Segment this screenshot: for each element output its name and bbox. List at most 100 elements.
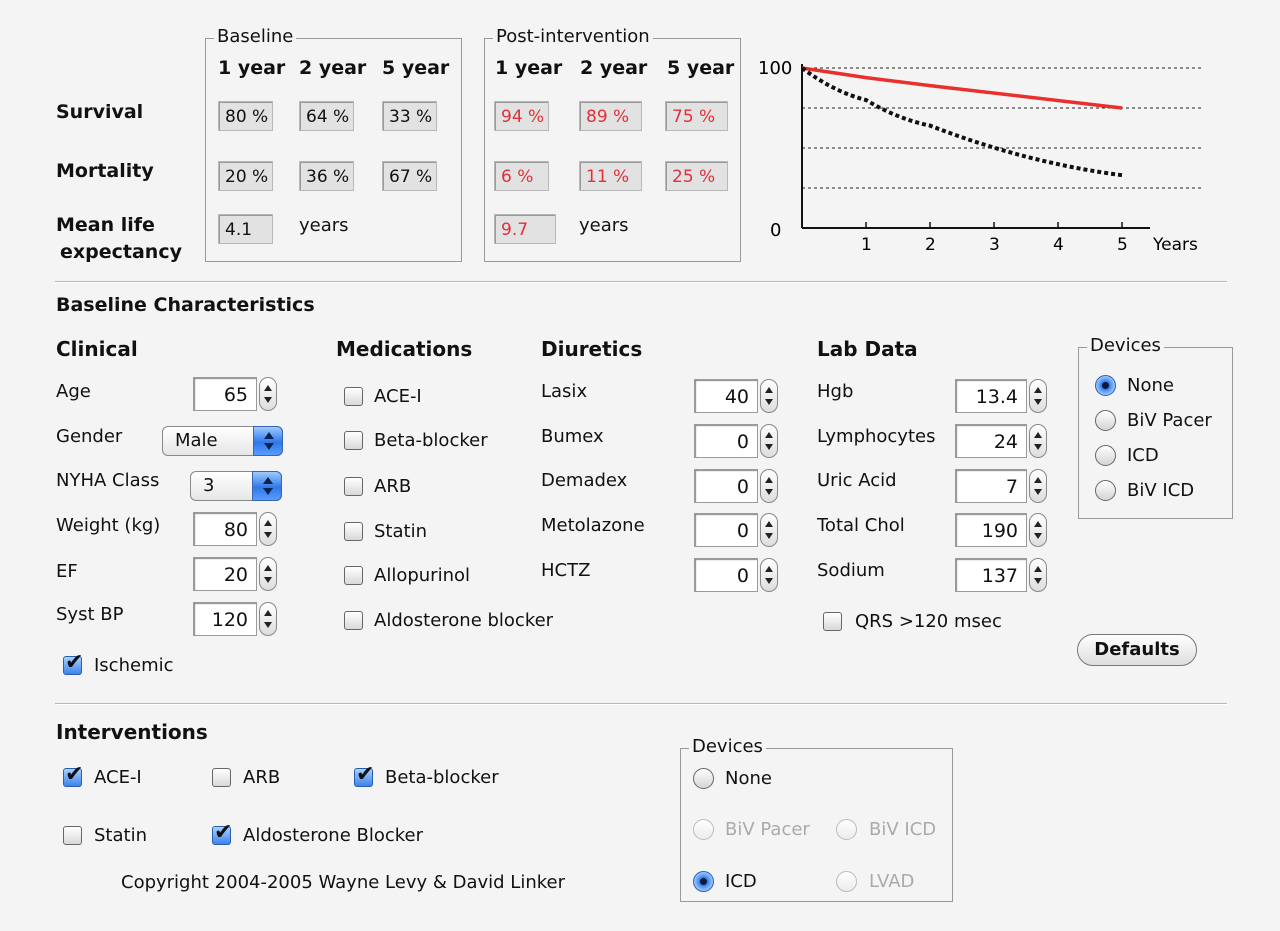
devices-baseline-legend: Devices — [1087, 335, 1164, 356]
int-aldosterone-checkbox[interactable] — [212, 820, 232, 845]
med-beta-blocker-checkbox[interactable] — [344, 431, 363, 450]
hctz-stepper[interactable]: 0 — [694, 558, 780, 592]
hctz-label: HCTZ — [541, 560, 591, 581]
uric-acid-stepper[interactable]: 7 — [955, 469, 1049, 503]
metolazone-stepper[interactable]: 0 — [694, 513, 780, 547]
device-none-label: None — [1127, 375, 1174, 396]
interventions-heading: Interventions — [56, 720, 208, 744]
post-mortality-1: 6 % — [494, 161, 549, 191]
defaults-button[interactable]: Defaults — [1077, 634, 1197, 666]
device-biv-pacer-radio[interactable] — [1095, 410, 1116, 431]
sodium-label: Sodium — [817, 560, 885, 581]
demadex-stepper-arrows[interactable] — [760, 469, 778, 503]
ef-stepper-arrows[interactable] — [259, 557, 277, 591]
int-ace-i-checkbox[interactable] — [63, 762, 83, 787]
baseline-characteristics-heading: Baseline Characteristics — [56, 294, 315, 316]
survival-chart: 100 0 1 2 3 4 5 Years — [758, 58, 1202, 255]
x-tick-label-5: 5 — [1117, 235, 1128, 255]
baseline-legend: Baseline — [214, 26, 297, 47]
sodium-stepper[interactable]: 137 — [955, 558, 1049, 592]
int-device-biv-icd-radio[interactable] — [836, 819, 857, 840]
lymphocytes-value[interactable]: 24 — [955, 424, 1027, 458]
qrs-checkbox[interactable] — [823, 612, 842, 631]
post-mortality-5: 25 % — [665, 161, 728, 191]
lasix-stepper-arrows[interactable] — [760, 379, 778, 413]
bumex-stepper-arrows[interactable] — [760, 424, 778, 458]
total-chol-stepper[interactable]: 190 — [955, 513, 1049, 547]
weight-stepper-arrows[interactable] — [259, 512, 277, 546]
baseline-year-1: 1 year — [218, 57, 286, 79]
nyha-label: NYHA Class — [56, 470, 160, 491]
baseline-survival-5: 33 % — [382, 101, 437, 131]
age-value[interactable]: 65 — [193, 377, 257, 411]
gender-select[interactable]: Male — [162, 426, 283, 456]
ef-label: EF — [56, 561, 78, 582]
med-allopurinol-checkbox[interactable] — [344, 566, 363, 585]
sbp-stepper[interactable]: 120 — [193, 602, 279, 636]
nyha-select[interactable]: 3 — [190, 471, 282, 501]
ef-value[interactable]: 20 — [193, 557, 257, 591]
int-beta-blocker-label: Beta-blocker — [385, 767, 499, 788]
hctz-stepper-arrows[interactable] — [760, 558, 778, 592]
age-stepper[interactable]: 65 — [193, 377, 279, 411]
int-ace-i-label: ACE-I — [94, 767, 142, 788]
gender-select-value: Male — [175, 430, 218, 451]
baseline-year-5: 5 year — [382, 57, 450, 79]
med-ace-i-checkbox[interactable] — [344, 387, 363, 406]
int-arb-checkbox[interactable] — [212, 768, 231, 787]
lasix-value[interactable]: 40 — [694, 379, 758, 413]
med-arb-checkbox[interactable] — [344, 477, 363, 496]
int-device-none-radio[interactable] — [693, 768, 714, 789]
hctz-value[interactable]: 0 — [694, 558, 758, 592]
total-chol-value[interactable]: 190 — [955, 513, 1027, 547]
lasix-stepper[interactable]: 40 — [694, 379, 780, 413]
devices-intervention-legend: Devices — [689, 736, 766, 757]
age-stepper-arrows[interactable] — [259, 377, 277, 411]
gender-select-arrows[interactable] — [253, 426, 283, 456]
lymphocytes-label: Lymphocytes — [817, 426, 936, 447]
total-chol-stepper-arrows[interactable] — [1029, 513, 1047, 547]
post-survival-5: 75 % — [665, 101, 728, 131]
weight-stepper[interactable]: 80 — [193, 512, 279, 546]
device-none-radio[interactable] — [1095, 375, 1116, 396]
med-statin-checkbox[interactable] — [344, 522, 363, 541]
bumex-value[interactable]: 0 — [694, 424, 758, 458]
ischemic-checkbox[interactable] — [63, 650, 83, 675]
sbp-label: Syst BP — [56, 604, 124, 625]
int-statin-checkbox[interactable] — [63, 826, 82, 845]
sodium-stepper-arrows[interactable] — [1029, 558, 1047, 592]
weight-value[interactable]: 80 — [193, 512, 257, 546]
device-biv-icd-radio[interactable] — [1095, 480, 1116, 501]
baseline-mortality-1: 20 % — [218, 161, 273, 191]
row-label-mortality: Mortality — [56, 160, 154, 182]
metolazone-value[interactable]: 0 — [694, 513, 758, 547]
row-label-survival: Survival — [56, 101, 144, 123]
bumex-stepper[interactable]: 0 — [694, 424, 780, 458]
baseline-life-expectancy: 4.1 — [218, 214, 273, 244]
lymphocytes-stepper[interactable]: 24 — [955, 424, 1049, 458]
ef-stepper[interactable]: 20 — [193, 557, 279, 591]
int-beta-blocker-checkbox[interactable] — [354, 762, 374, 787]
demadex-label: Demadex — [541, 470, 628, 491]
demadex-stepper[interactable]: 0 — [694, 469, 780, 503]
hgb-value[interactable]: 13.4 — [955, 379, 1027, 413]
hgb-stepper-arrows[interactable] — [1029, 379, 1047, 413]
baseline-mortality-5: 67 % — [382, 161, 437, 191]
sbp-value[interactable]: 120 — [193, 602, 257, 636]
baseline-year-2: 2 year — [299, 57, 367, 79]
uric-acid-stepper-arrows[interactable] — [1029, 469, 1047, 503]
int-device-biv-pacer-radio[interactable] — [693, 819, 714, 840]
device-icd-radio[interactable] — [1095, 445, 1116, 466]
sbp-stepper-arrows[interactable] — [259, 602, 277, 636]
metolazone-stepper-arrows[interactable] — [760, 513, 778, 547]
int-device-lvad-radio[interactable] — [836, 871, 857, 892]
sodium-value[interactable]: 137 — [955, 558, 1027, 592]
hgb-stepper[interactable]: 13.4 — [955, 379, 1049, 413]
uric-acid-value[interactable]: 7 — [955, 469, 1027, 503]
med-aldosterone-checkbox[interactable] — [344, 611, 363, 630]
demadex-value[interactable]: 0 — [694, 469, 758, 503]
lymphocytes-stepper-arrows[interactable] — [1029, 424, 1047, 458]
x-tick-label-1: 1 — [861, 235, 872, 255]
nyha-select-arrows[interactable] — [252, 471, 282, 501]
int-device-icd-radio[interactable] — [693, 871, 714, 892]
